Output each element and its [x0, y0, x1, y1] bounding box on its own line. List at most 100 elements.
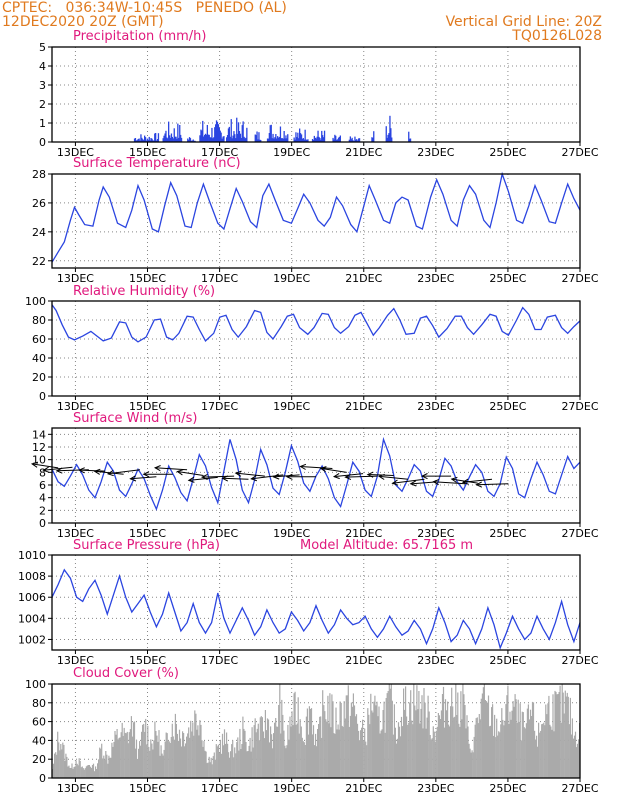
cloud-bar — [167, 740, 169, 778]
y-tick-label: 40 — [32, 734, 46, 747]
cloud-bar — [478, 714, 480, 778]
cloud-bar — [194, 710, 196, 778]
precip-bar — [351, 137, 353, 142]
cloud-bar — [396, 738, 398, 778]
cloud-bar — [327, 695, 329, 778]
cloud-bar — [146, 744, 148, 778]
cloud-bar — [91, 765, 94, 778]
cloud-bar — [438, 715, 440, 778]
precip-bar — [373, 131, 375, 142]
cloud-bar — [422, 728, 424, 778]
precip-bar — [188, 139, 190, 142]
cloud-bar — [243, 728, 245, 778]
cloud-bar — [502, 719, 504, 778]
cloud-bar — [113, 742, 115, 778]
precip-bar — [389, 115, 391, 142]
precip-bar — [388, 133, 390, 142]
x-tick-label: 15DEC — [129, 527, 166, 540]
precip-bar — [172, 138, 174, 142]
precip-bar — [271, 138, 273, 142]
precip-bar — [283, 131, 285, 142]
wind-arrow-shaft — [273, 474, 300, 478]
cloud-bar — [434, 741, 436, 778]
cloud-bar — [273, 733, 275, 778]
cloud-bar — [558, 692, 560, 778]
x-tick-label: 17DEC — [201, 400, 238, 413]
cloud-bar — [210, 757, 212, 778]
cloud-bar — [176, 733, 178, 778]
cloud-bar — [125, 733, 127, 778]
cloud-bar — [569, 697, 571, 778]
precip-bar — [357, 140, 359, 142]
cloud-bar — [520, 740, 522, 778]
cloud-bar — [462, 684, 464, 778]
cloud-bar — [121, 722, 123, 778]
cloud-bar — [518, 721, 520, 778]
cloud-bar — [291, 711, 293, 778]
precip-bar — [211, 127, 213, 142]
cloud-bar — [156, 735, 158, 778]
x-tick-label: 13DEC — [57, 146, 94, 159]
cloud-bar — [412, 724, 414, 778]
wind-arrow-head — [93, 468, 101, 475]
cloud-bar — [101, 743, 103, 778]
cloud-bar — [306, 708, 308, 778]
cloud-bar — [128, 732, 130, 778]
cloud-bar — [288, 739, 290, 778]
precip-bar — [256, 131, 258, 142]
cloud-bar — [530, 716, 533, 778]
cloud-bar — [352, 693, 354, 778]
cloud-bar — [119, 737, 121, 778]
cloud-bar — [496, 718, 498, 778]
cloud-bar — [319, 716, 321, 778]
precip-bar — [335, 135, 337, 142]
cloud-bar — [554, 690, 556, 778]
cloud-bar — [417, 709, 419, 778]
cloud-bar — [109, 757, 111, 778]
wind-arrow — [366, 471, 394, 478]
x-tick-label: 17DEC — [201, 527, 238, 540]
cloud-bar — [452, 706, 454, 778]
cloud-bar — [235, 753, 237, 778]
cloud-bar — [87, 765, 89, 778]
cloud-bar — [62, 742, 64, 778]
cloud-bar — [493, 735, 495, 778]
cloud-bar — [106, 754, 108, 778]
cloud-bar — [560, 722, 562, 778]
cloud-bar — [439, 719, 441, 778]
cloud-bar — [331, 694, 333, 778]
y-tick-label: 60 — [32, 716, 46, 729]
cloud-bar — [58, 742, 60, 778]
precip-bar — [352, 140, 354, 142]
precip-bar — [315, 138, 317, 142]
precip-bar — [277, 136, 279, 142]
precip-bar — [169, 137, 172, 142]
cloud-bar — [161, 753, 163, 778]
cloud-bar — [80, 767, 82, 778]
cloud-bar — [550, 726, 552, 778]
cloud-bar — [552, 694, 554, 778]
cloud-bar — [382, 710, 384, 778]
cloud-bar — [492, 704, 494, 778]
cloud-bar — [490, 725, 492, 778]
precip-bar — [257, 139, 259, 142]
cloud-bar — [314, 745, 316, 778]
wind-arrow-head — [55, 467, 63, 474]
y-tick-label: 4 — [39, 492, 46, 505]
wind-arrow — [319, 466, 347, 473]
precip-bar — [268, 133, 270, 142]
cloud-bar — [78, 758, 80, 778]
cloud-bar — [76, 763, 78, 778]
cloud-bar — [295, 724, 297, 778]
precip-bar — [391, 137, 393, 142]
cloud-bar — [362, 719, 364, 778]
cloud-bar — [408, 722, 410, 778]
cloud-bar — [513, 706, 515, 778]
cloud-bar — [292, 725, 294, 778]
wind-arrow — [420, 473, 452, 480]
cloud-bar — [324, 711, 326, 778]
cloud-bar — [358, 730, 360, 778]
cloud-bar — [399, 736, 402, 778]
wind-arrow-head — [142, 471, 150, 478]
cloud-bar — [337, 724, 339, 778]
